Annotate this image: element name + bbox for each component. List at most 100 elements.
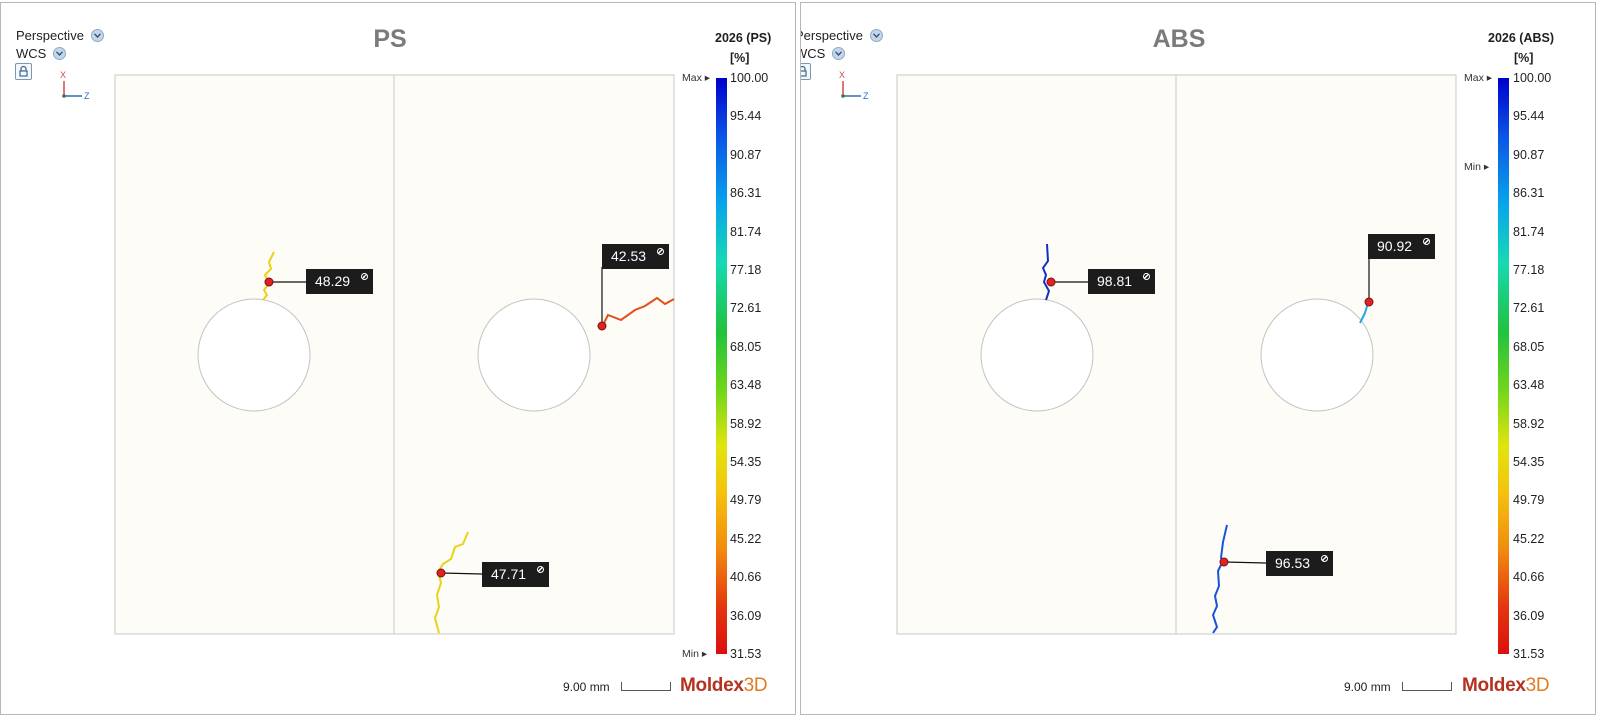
scale-label: 9.00 mm [563, 680, 610, 694]
part-model[interactable] [1, 3, 796, 715]
probe-leader-line [440, 572, 483, 575]
part-hole [980, 298, 1094, 412]
legend-tick-label: 63.48 [730, 378, 762, 393]
lock-view-button[interactable] [801, 63, 811, 80]
probe-marker[interactable] [1046, 277, 1056, 287]
probe-marker[interactable] [1219, 557, 1229, 567]
legend-max-marker: Max ▸ [682, 72, 711, 84]
legend-tick-label: 77.18 [730, 263, 762, 277]
probe-marker[interactable] [1364, 297, 1374, 307]
legend-tick-label: 95.44 [730, 109, 762, 124]
scale-bar [621, 682, 671, 691]
legend-tick-label: 49.79 [730, 493, 762, 508]
moldex3d-logo: Moldex3D [1462, 675, 1550, 696]
probe-value: 96.53 [1275, 555, 1311, 571]
moldex3d-logo: Moldex3D [680, 675, 768, 696]
chevron-down-icon[interactable] [90, 29, 104, 42]
weld-line [602, 296, 675, 326]
probe-label[interactable]: 42.53 [602, 244, 670, 269]
legend-min-marker: Min ▸ [1464, 161, 1490, 174]
legend-tick-label: 68.05 [1513, 339, 1545, 354]
legend-tick-label: 54.35 [730, 455, 762, 469]
legend-max-marker: Max ▸ [1464, 72, 1493, 84]
triad-z-label: Z [84, 91, 90, 101]
view-mode-label: Perspective [16, 28, 84, 43]
weld-line [1359, 302, 1369, 324]
legend-tick-label: 72.61 [730, 301, 762, 316]
legend-tick-label: 72.61 [1513, 301, 1545, 316]
legend-tick-label: 45.22 [730, 531, 762, 546]
probe-marker[interactable] [597, 321, 607, 331]
legend-unit: [%] [1514, 51, 1534, 65]
pin-icon[interactable] [361, 273, 369, 280]
legend-tick-label: 31.53 [1513, 647, 1545, 661]
probe-label[interactable]: 98.81 [1088, 269, 1156, 294]
legend-tick-label: 86.31 [1513, 186, 1545, 201]
triad-x-label: X [839, 70, 845, 80]
axis-triad: X Z [60, 70, 90, 101]
pin-icon[interactable] [1321, 555, 1329, 562]
weld-line [1041, 243, 1051, 301]
viewport-ps[interactable]: Perspective WCS X Z PS 48.29 42.53 47.71… [0, 2, 796, 715]
chevron-down-icon[interactable] [832, 47, 846, 60]
pin-icon[interactable] [1143, 273, 1151, 280]
legend-tick-label: 40.66 [730, 570, 762, 585]
legend-tick-label: 81.74 [730, 224, 762, 239]
probe-label[interactable]: 47.71 [482, 562, 550, 587]
viewport-abs[interactable]: Perspective WCS X Z ABS 98.81 90.92 96.5… [800, 2, 1596, 715]
legend-tick-label: 58.92 [1513, 416, 1545, 431]
probe-label[interactable]: 96.53 [1266, 551, 1334, 576]
legend-tick-label: 49.79 [1513, 493, 1545, 508]
probe-value: 90.92 [1377, 238, 1413, 254]
probe-label[interactable]: 90.92 [1368, 234, 1436, 259]
part-hole [1260, 298, 1374, 412]
legend-tick-label: 90.87 [1513, 147, 1545, 162]
legend-min-marker: Min ▸ [682, 648, 708, 660]
chevron-down-icon[interactable] [869, 29, 883, 42]
pin-icon[interactable] [537, 566, 545, 573]
part-hole [477, 298, 591, 412]
probe-value: 42.53 [611, 248, 647, 264]
legend-tick-label: 86.31 [730, 186, 762, 201]
legend-tick-label: 77.18 [1513, 263, 1545, 277]
legend-tick-label: 58.92 [730, 416, 762, 431]
legend-unit: [%] [730, 51, 750, 65]
coord-system-dropdown[interactable]: WCS [16, 46, 67, 61]
probe-leader-line [1223, 561, 1267, 564]
probe-label[interactable]: 48.29 [306, 269, 374, 294]
legend-tick-label: 81.74 [1513, 224, 1545, 239]
legend-tick-label: 45.22 [1513, 531, 1545, 546]
pin-icon[interactable] [657, 248, 665, 255]
axis-triad: X Z [839, 70, 869, 101]
legend-title: 2026 (ABS) [1488, 31, 1554, 45]
lock-view-button[interactable] [15, 63, 32, 80]
probe-marker[interactable] [264, 277, 274, 287]
coord-system-label: WCS [16, 46, 47, 61]
probe-marker[interactable] [436, 568, 446, 578]
color-legend-bar[interactable] [1498, 78, 1509, 654]
probe-value: 48.29 [315, 273, 351, 289]
legend-tick-label: 31.53 [730, 647, 762, 661]
scale-bar [1402, 682, 1452, 691]
legend-tick-label: 40.66 [1513, 570, 1545, 585]
color-legend-bar[interactable] [716, 78, 727, 654]
legend-tick-label: 90.87 [730, 147, 762, 162]
lock-icon [19, 65, 28, 77]
legend-tick-label: 68.05 [730, 339, 762, 354]
legend-title: 2026 (PS) [715, 31, 772, 45]
scale-label: 9.00 mm [1344, 680, 1391, 694]
view-mode-dropdown[interactable]: Perspective [16, 28, 104, 43]
legend-tick-label: 100.00 [1513, 71, 1552, 85]
view-mode-dropdown[interactable]: Perspective [801, 28, 883, 43]
part-model[interactable] [800, 3, 1588, 715]
legend-tick-label: 36.09 [730, 608, 762, 623]
part-hole [197, 298, 311, 412]
legend-tick-label: 54.35 [1513, 455, 1545, 469]
legend-tick-label: 36.09 [1513, 608, 1545, 623]
probe-value: 47.71 [491, 566, 527, 582]
chevron-down-icon[interactable] [53, 47, 67, 60]
coord-system-dropdown[interactable]: WCS [801, 46, 846, 61]
lock-icon [801, 65, 807, 77]
pin-icon[interactable] [1423, 238, 1431, 245]
coord-system-label: WCS [801, 46, 826, 61]
